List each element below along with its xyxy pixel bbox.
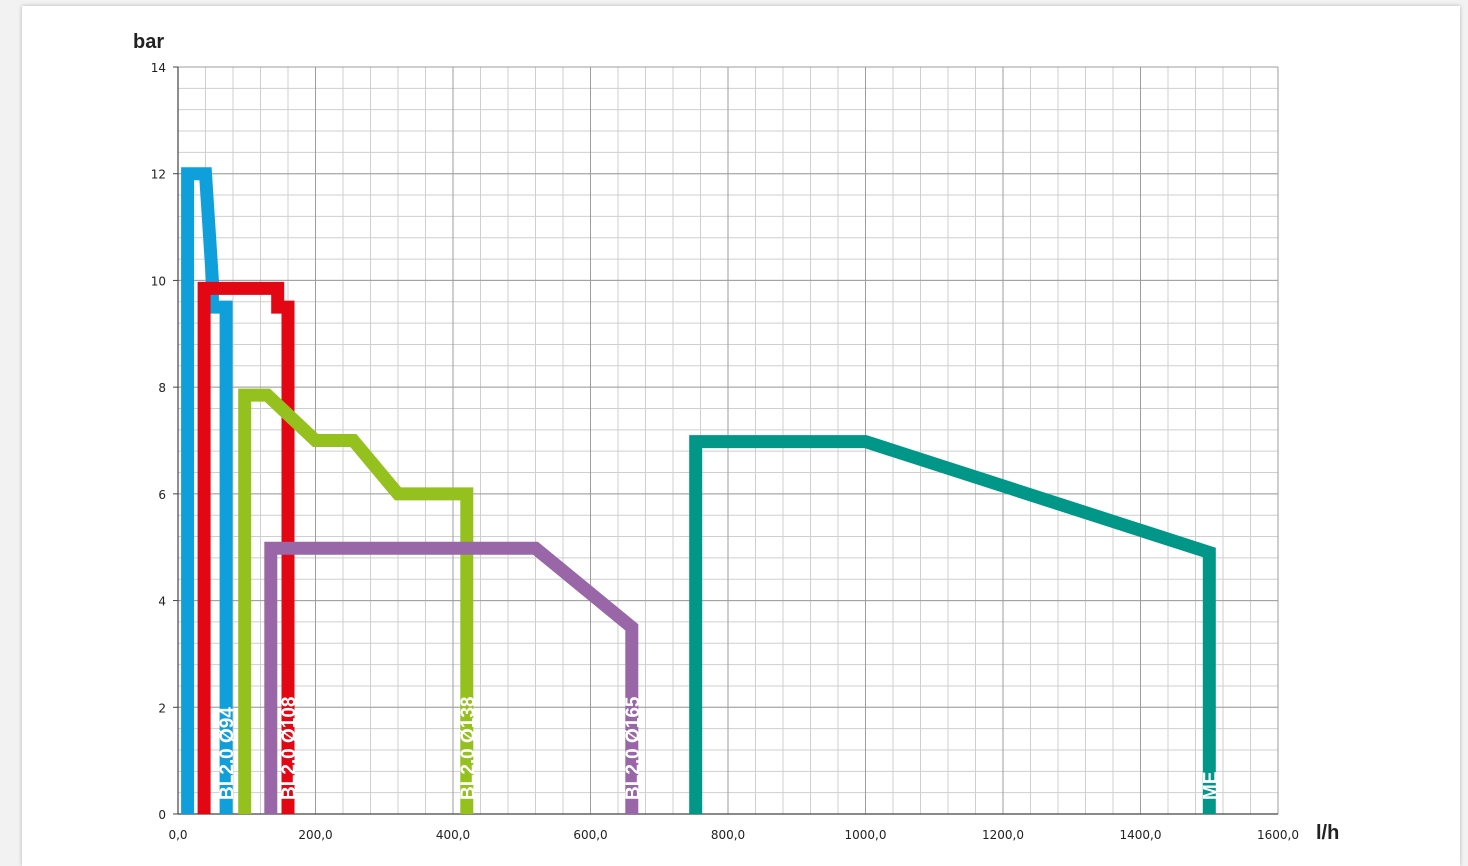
y-tick-labels: 0 2 4 6 8 10 12 14 bbox=[151, 61, 178, 822]
x-tick-label: 200,0 bbox=[298, 828, 332, 842]
series-lines bbox=[181, 167, 1216, 814]
y-tick-label: 2 bbox=[158, 701, 166, 715]
series-labels: BL2.0 Ø94 BL2.0 Ø108 BL2.0 Ø138 BL2.0 Ø165 M… bbox=[217, 696, 1221, 800]
x-tick-label: 1200,0 bbox=[982, 828, 1024, 842]
series-label-bl2-0-94: BL2.0 Ø94 bbox=[217, 707, 238, 800]
series-line-bl2-0-138 bbox=[238, 388, 474, 814]
y-axis-title: bar bbox=[133, 31, 164, 53]
series-line-bl2-0-108 bbox=[197, 281, 295, 814]
x-tick-label: 1400,0 bbox=[1120, 828, 1162, 842]
x-tick-label: 800,0 bbox=[711, 828, 745, 842]
x-tick-labels: 0,0 200,0 400,0 600,0 800,0 1000,0 1200,0 1400,… bbox=[168, 828, 1299, 842]
series-line-bl2-0-165 bbox=[264, 541, 639, 814]
y-tick-label: 12 bbox=[151, 168, 166, 182]
y-tick-label: 4 bbox=[158, 595, 166, 609]
axes bbox=[177, 67, 1278, 815]
y-tick-label: 6 bbox=[158, 488, 166, 502]
series-label-bl2-0-165: BL2.0 Ø165 bbox=[623, 696, 644, 800]
y-tick-label: 14 bbox=[151, 61, 166, 75]
series-label-bl2-0-108: BL2.0 Ø108 bbox=[279, 697, 300, 801]
x-axis-title: l/h bbox=[1316, 822, 1339, 844]
series-line-me bbox=[689, 435, 1216, 814]
series-label-bl2-0-138: BL2.0 Ø138 bbox=[458, 697, 479, 801]
y-tick-label: 0 bbox=[158, 808, 166, 822]
x-tick-label: 0,0 bbox=[168, 828, 187, 842]
series-line-bl2-0-94 bbox=[181, 167, 233, 814]
x-tick-label: 1000,0 bbox=[845, 828, 887, 842]
y-tick-label: 8 bbox=[158, 381, 166, 395]
series-label-me: ME bbox=[1200, 772, 1221, 801]
x-tick-label: 1600,0 bbox=[1257, 828, 1299, 842]
y-tick-label: 10 bbox=[151, 274, 166, 288]
x-tick-label: 600,0 bbox=[573, 828, 607, 842]
x-tick-label: 400,0 bbox=[436, 828, 470, 842]
